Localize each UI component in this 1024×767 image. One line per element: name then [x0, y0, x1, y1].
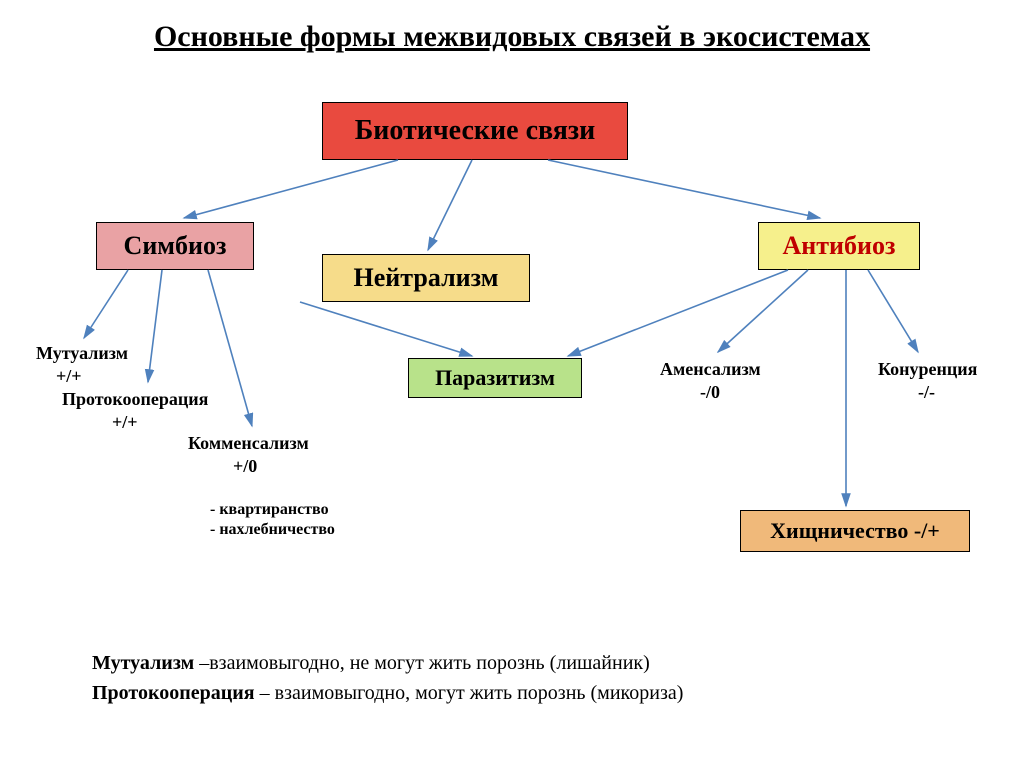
sublist-item-2: - нахлебничество [210, 521, 335, 538]
definition-protocoop-term: Протокооперация [92, 682, 255, 704]
leaf-protocoop-sign: +/+ [62, 411, 138, 434]
edge-arrow [184, 160, 398, 218]
edge-arrow [568, 270, 788, 356]
edge-arrow [84, 270, 128, 338]
leaf-amensalism-name: Аменсализм [660, 359, 761, 379]
edge-arrow [208, 270, 252, 426]
leaf-mutualism-sign: +/+ [36, 365, 82, 388]
leaf-amensalism: Аменсализм -/0 [660, 358, 761, 403]
node-antibiosis: Антибиоз [758, 222, 920, 270]
leaf-protocoop: Протокооперация +/+ [62, 388, 208, 433]
node-parasitism: Паразитизм [408, 358, 582, 398]
edge-arrow [148, 270, 162, 382]
leaf-competition-name: Конуренция [878, 359, 977, 379]
node-neutralism: Нейтрализм [322, 254, 530, 302]
definition-protocoop-text: – взаимовыгодно, могут жить порознь (мик… [255, 682, 684, 704]
leaf-competition: Конуренция -/- [878, 358, 977, 403]
definition-protocoop: Протокооперация – взаимовыгодно, могут ж… [92, 678, 683, 708]
definition-mutualism-term: Мутуализм [92, 652, 194, 674]
edge-arrow [868, 270, 918, 352]
commensalism-sublist: - квартиранство - нахлебничество [210, 500, 335, 540]
leaf-protocoop-name: Протокооперация [62, 389, 208, 409]
sublist-item-1: - квартиранство [210, 501, 329, 518]
node-root: Биотические связи [322, 102, 628, 160]
edge-arrow [718, 270, 808, 352]
leaf-commensalism-name: Комменсализм [188, 433, 309, 453]
edge-arrow [548, 160, 820, 218]
node-predation: Хищничество -/+ [740, 510, 970, 552]
edge-arrow [428, 160, 472, 250]
page-title: Основные формы межвидовых связей в экоси… [0, 20, 1024, 54]
node-symbiosis: Симбиоз [96, 222, 254, 270]
leaf-amensalism-sign: -/0 [660, 381, 720, 404]
definitions: Мутуализм –взаимовыгодно, не могут жить … [92, 648, 683, 708]
edge-arrow [300, 302, 472, 356]
leaf-mutualism: Мутуализм +/+ [36, 342, 128, 387]
leaf-competition-sign: -/- [878, 381, 935, 404]
leaf-mutualism-name: Мутуализм [36, 343, 128, 363]
leaf-commensalism-sign: +/0 [188, 455, 257, 478]
definition-mutualism: Мутуализм –взаимовыгодно, не могут жить … [92, 648, 683, 678]
definition-mutualism-text: –взаимовыгодно, не могут жить порознь (л… [194, 652, 650, 674]
leaf-commensalism: Комменсализм +/0 [188, 432, 309, 477]
